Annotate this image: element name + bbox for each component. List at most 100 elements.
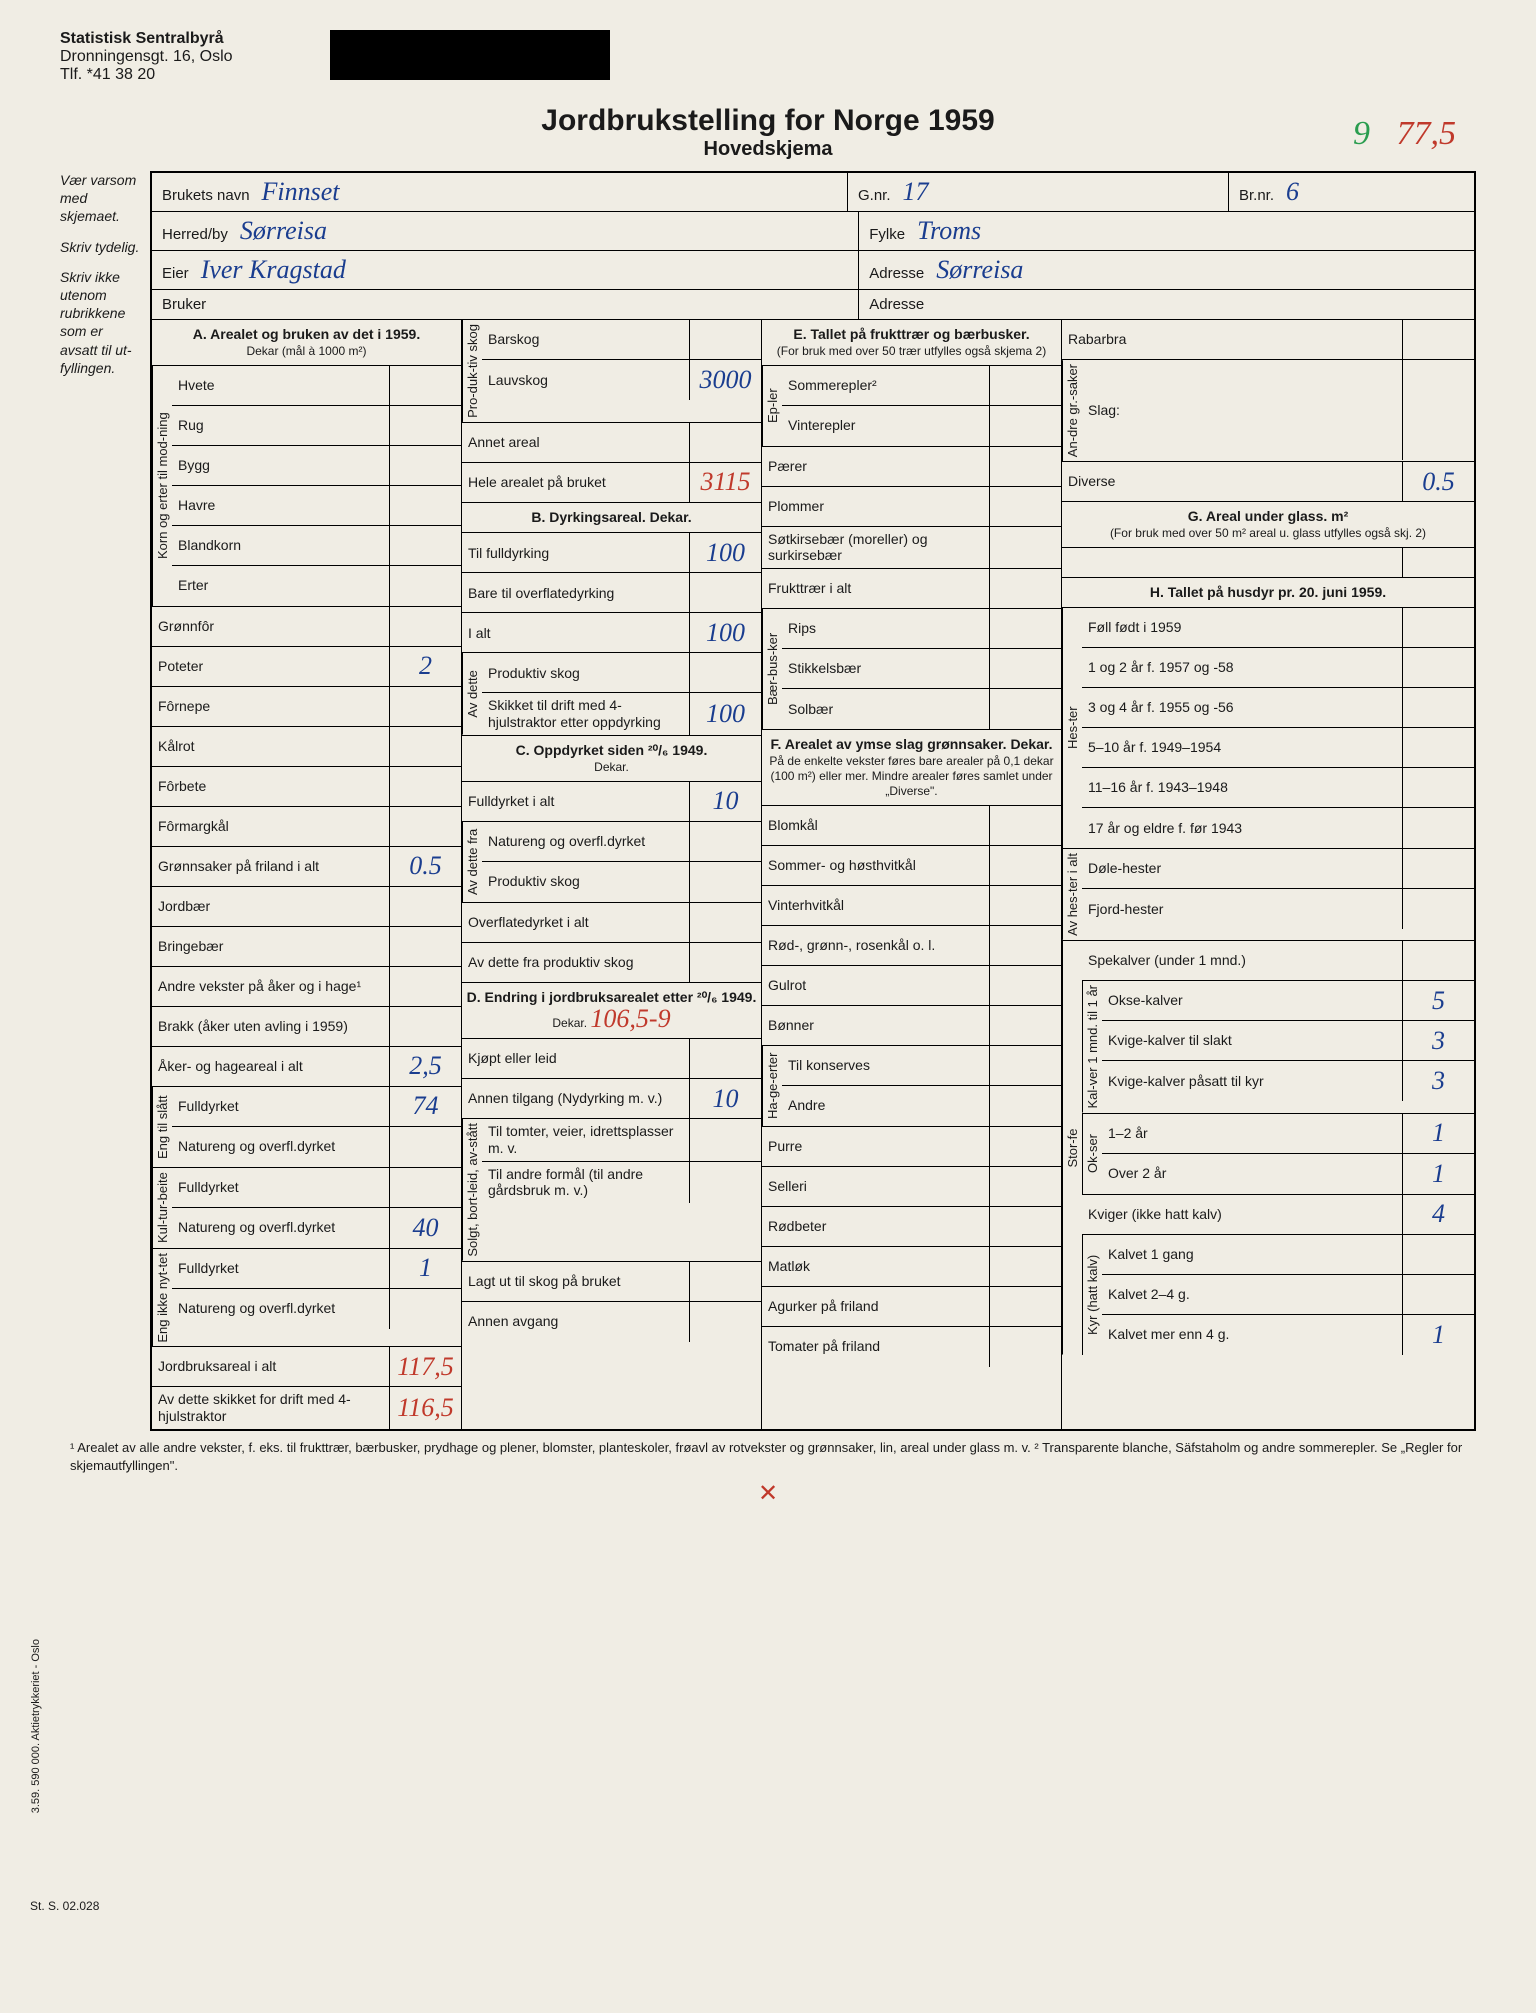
brakk-value xyxy=(389,1007,461,1046)
section-ef: E. Tallet på frukttrær og bærbusker.(For… xyxy=(762,320,1062,1429)
konserves-label: Til konserves xyxy=(782,1046,989,1085)
engikke-full-value: 1 xyxy=(419,1255,432,1281)
section-c-title: C. Oppdyrket siden ²⁰/₆ 1949.Dekar. xyxy=(462,736,761,782)
f-andre-label: Andre xyxy=(782,1086,989,1126)
b-ialt-label: I alt xyxy=(462,613,689,652)
b-full-label: Til fulldyrking xyxy=(462,533,689,572)
hage-vlabel: Ha-ge-erter xyxy=(762,1046,782,1126)
kviger-value: 4 xyxy=(1432,1201,1445,1227)
adresse-value: Sørreisa xyxy=(936,257,1023,283)
b-av-vlabel: Av dette xyxy=(462,653,482,735)
kviger-label: Kviger (ikke hatt kalv) xyxy=(1082,1195,1402,1234)
spekalv-value xyxy=(1402,941,1474,980)
eng-vlabel: Eng til slått xyxy=(152,1087,172,1167)
tomater-value xyxy=(989,1327,1061,1367)
baer-vlabel: Bær-bus-ker xyxy=(762,609,782,729)
agurker-value xyxy=(989,1287,1061,1326)
stikkels-label: Stikkelsbær xyxy=(782,649,989,688)
section-a-title: A. Arealet og bruken av det i 1959.Dekar… xyxy=(152,320,461,366)
herred-label: Herred/by xyxy=(162,226,228,243)
gronnsaker-value: 0.5 xyxy=(409,853,442,879)
korn-vlabel: Korn og erter til mod-ning xyxy=(152,366,172,606)
rabarbra-label: Rabarbra xyxy=(1062,320,1402,359)
purre-label: Purre xyxy=(762,1127,989,1166)
h2-value xyxy=(1402,688,1474,727)
spekalv-label: Spekalver (under 1 mnd.) xyxy=(1082,941,1402,980)
adresse2-label: Adresse xyxy=(869,296,924,313)
gnr-label: G.nr. xyxy=(858,187,891,204)
redaction-block xyxy=(330,30,610,80)
eng-full-value: 74 xyxy=(413,1093,439,1119)
b-full-value: 100 xyxy=(706,540,745,566)
engikke-vlabel: Eng ikke nyt-tet xyxy=(152,1249,172,1347)
fornepe-value xyxy=(389,687,461,726)
h5-label: 17 år og eldre f. før 1943 xyxy=(1082,808,1402,848)
rodbeter-value xyxy=(989,1207,1061,1246)
formargkal-value xyxy=(389,807,461,846)
akerhage-label: Åker- og hageareal i alt xyxy=(152,1047,389,1086)
sotkirse-label: Søtkirsebær (moreller) og surkirsebær xyxy=(762,527,989,569)
section-b-title: B. Dyrkingsareal. Dekar. xyxy=(462,503,761,534)
eier-value: Iver Kragstad xyxy=(201,257,346,283)
poteter-value: 2 xyxy=(419,653,432,679)
d-avgang-value xyxy=(689,1302,761,1342)
c-prod-value xyxy=(689,862,761,902)
c-avdette-value xyxy=(689,943,761,982)
sotkirse-value xyxy=(989,527,1061,569)
grid-body: A. Arealet og bruken av det i 1959.Dekar… xyxy=(152,320,1474,1429)
akerhage-value: 2,5 xyxy=(409,1053,442,1079)
vinter-label: Vinterepler xyxy=(782,406,989,446)
side-instructions: Vær varsom med skjemaet. Skriv tydelig. … xyxy=(60,171,150,1431)
section-d-title: D. Endring i jordbruksarealet etter ²⁰/₆… xyxy=(462,983,761,1040)
plommer-value xyxy=(989,487,1061,526)
slag-value xyxy=(1402,360,1474,460)
gronnsaker-label: Grønnsaker på friland i alt xyxy=(152,847,389,886)
d-sub-value: 106,5-9 xyxy=(590,1004,670,1033)
fylke-label: Fylke xyxy=(869,226,905,243)
o12-label: 1–2 år xyxy=(1102,1114,1402,1153)
k4-value: 1 xyxy=(1432,1322,1445,1348)
lauvskog-value: 3000 xyxy=(700,367,752,393)
letterhead: Statistisk Sentralbyrå Dronningensgt. 16… xyxy=(60,30,1476,84)
kultur-nat-label: Natureng og overfl.dyrket xyxy=(172,1208,389,1248)
b-bare-label: Bare til overflatedyrking xyxy=(462,573,689,612)
annot-green: 9 xyxy=(1353,115,1370,152)
form-title: Jordbrukstelling for Norge 1959 xyxy=(60,104,1476,138)
form-subtitle: Hovedskjema xyxy=(60,138,1476,161)
k4-label: Kalvet mer enn 4 g. xyxy=(1102,1315,1402,1355)
eng-nat-label: Natureng og overfl.dyrket xyxy=(172,1127,389,1167)
kalrot-value xyxy=(389,727,461,766)
poteter-label: Poteter xyxy=(152,647,389,686)
jordbruk-value: 117,5 xyxy=(397,1354,454,1380)
diverse-value: 0.5 xyxy=(1422,469,1455,495)
kultur-vlabel: Kul-tur-beite xyxy=(152,1168,172,1248)
prodskog-vlabel: Pro-duk-tiv skog xyxy=(462,320,482,422)
hele-value: 3115 xyxy=(700,469,750,495)
slag-label: Slag: xyxy=(1082,360,1402,460)
rodgronn-label: Rød-, grønn-, rosenkål o. l. xyxy=(762,926,989,965)
kvigeslakt-value: 3 xyxy=(1432,1028,1445,1054)
rabarbra-value xyxy=(1402,320,1474,359)
header-rows: Brukets navnFinnset G.nr.17 Br.nr.6 Herr… xyxy=(152,173,1474,320)
side-note-2: Skriv tydelig. xyxy=(60,238,142,256)
g-value xyxy=(1402,548,1474,577)
gronnfor-value xyxy=(389,607,461,646)
org-name: Statistisk Sentralbyrå xyxy=(60,30,1476,48)
kyr-vlabel: Kyr (hatt kalv) xyxy=(1082,1235,1102,1355)
rug-label: Rug xyxy=(172,406,389,445)
d-solgt-vlabel: Solgt, bort-leid, av-stått xyxy=(462,1119,482,1261)
fruktialt-value xyxy=(989,569,1061,608)
gulrot-value xyxy=(989,966,1061,1005)
selleri-value xyxy=(989,1167,1061,1206)
kalrot-label: Kålrot xyxy=(152,727,389,766)
c-nat-label: Natureng og overfl.dyrket xyxy=(482,822,689,861)
fornepe-label: Fôrnepe xyxy=(152,687,389,726)
k1-label: Kalvet 1 gang xyxy=(1102,1235,1402,1274)
red-cross-mark: ✕ xyxy=(60,1479,1476,1508)
rodgronn-value xyxy=(989,926,1061,965)
d-tomter-value xyxy=(689,1119,761,1161)
plommer-label: Plommer xyxy=(762,487,989,526)
f-andre-value xyxy=(989,1086,1061,1126)
purre-value xyxy=(989,1127,1061,1166)
k24-label: Kalvet 2–4 g. xyxy=(1102,1275,1402,1314)
